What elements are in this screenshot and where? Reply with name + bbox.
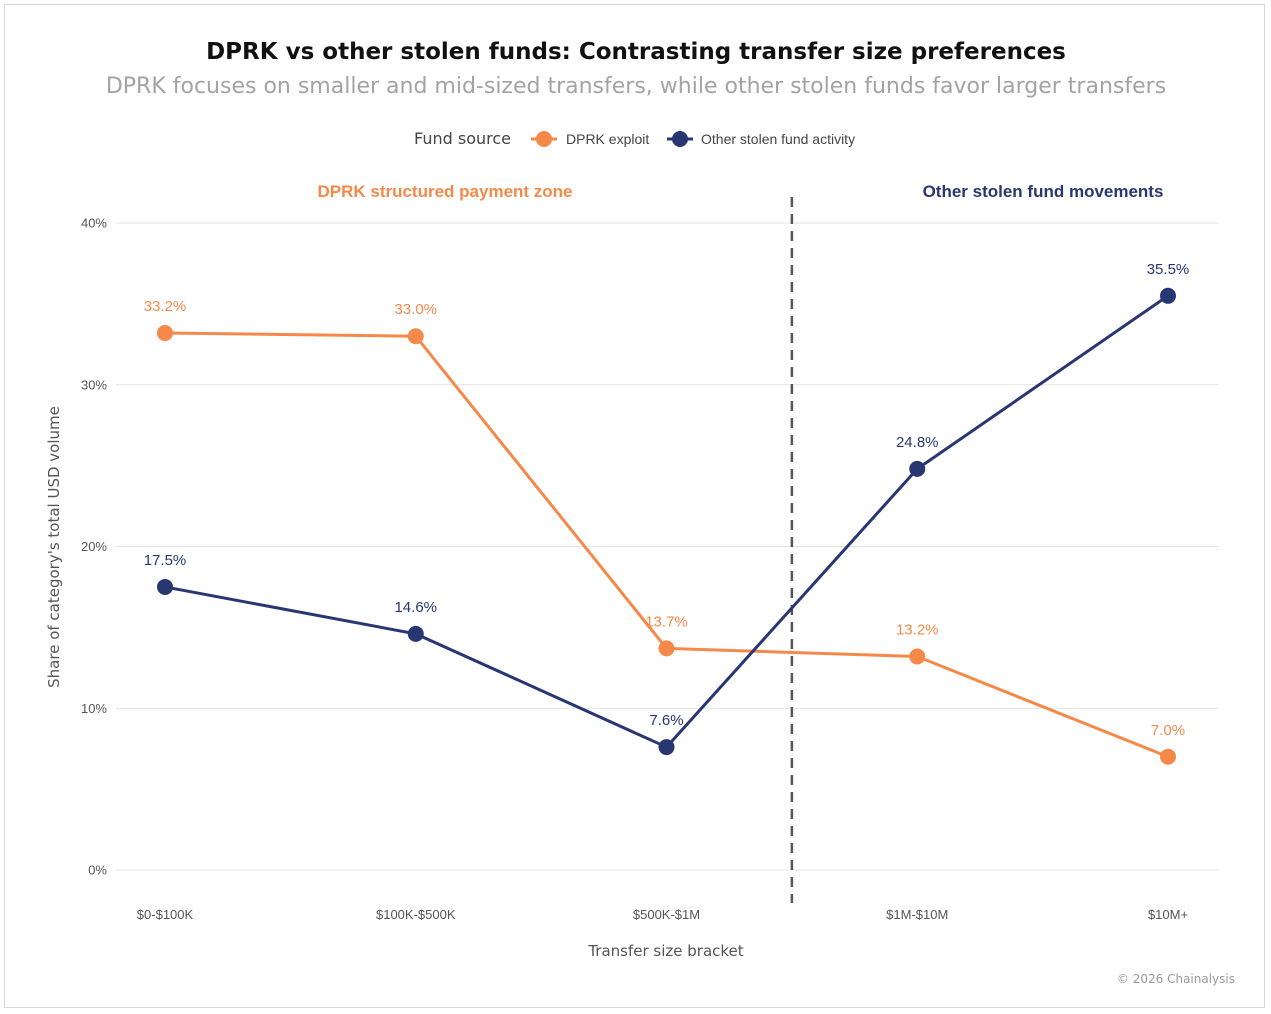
data-label: 33.0% <box>394 301 437 318</box>
x-tick-label: $0-$100K <box>137 907 194 922</box>
series-other: 17.5% 14.6% 7.6% 24.8% 35.5% <box>144 261 1190 756</box>
data-point <box>658 739 675 756</box>
x-tick-label: $10M+ <box>1148 907 1188 922</box>
data-point <box>1160 287 1176 304</box>
legend-title: Fund source <box>414 129 511 148</box>
data-label: 7.0% <box>1151 722 1185 739</box>
legend-label-other: Other stolen fund activity <box>701 131 855 147</box>
data-label: 7.6% <box>649 712 683 729</box>
x-tick-label: $500K-$1M <box>633 907 700 922</box>
data-point <box>157 324 173 341</box>
x-axis-ticks: $0-$100K $100K-$500K $500K-$1M $1M-$10M $10M… <box>137 907 1188 922</box>
zone-label-other: Other stolen fund movements <box>923 182 1164 201</box>
x-axis-title: Transfer size bracket <box>587 942 743 960</box>
data-point <box>658 640 675 657</box>
legend-marker-dprk <box>536 131 552 147</box>
legend-item-other: Other stolen fund activity <box>667 131 855 147</box>
data-label: 13.7% <box>645 613 688 630</box>
y-tick-label: 0% <box>88 863 107 878</box>
legend-marker-other <box>672 131 688 147</box>
copyright-footer: © 2026 Chainalysis <box>1117 972 1235 986</box>
data-point <box>1160 748 1176 765</box>
data-point <box>909 460 926 477</box>
chart-subtitle: DPRK focuses on smaller and mid-sized tr… <box>106 74 1166 99</box>
data-label: 17.5% <box>144 552 187 569</box>
data-label: 13.2% <box>896 621 939 638</box>
series-line <box>164 294 1169 749</box>
data-label: 14.6% <box>394 599 437 616</box>
data-label: 24.8% <box>896 434 939 451</box>
data-label: 33.2% <box>144 298 187 315</box>
y-axis-title: Share of category's total USD volume <box>45 406 63 688</box>
y-tick-label: 20% <box>81 539 107 554</box>
y-tick-label: 10% <box>81 701 107 716</box>
series-dprk: 33.2% 33.0% 13.7% 13.2% 7.0% <box>144 298 1185 765</box>
data-point <box>407 328 424 345</box>
y-tick-label: 30% <box>81 377 107 392</box>
data-point <box>909 648 926 665</box>
x-tick-label: $1M-$10M <box>886 907 948 922</box>
legend: Fund source DPRK exploit Other stolen fu… <box>414 129 855 148</box>
x-tick-label: $100K-$500K <box>376 907 456 922</box>
chart-frame <box>4 4 1265 1008</box>
zone-label-dprk: DPRK structured payment zone <box>317 182 572 201</box>
gridlines <box>116 222 1219 871</box>
legend-label-dprk: DPRK exploit <box>566 131 649 147</box>
chart-title: DPRK vs other stolen funds: Contrasting … <box>206 39 1066 65</box>
data-point <box>407 625 424 642</box>
series-line <box>164 331 1169 759</box>
y-tick-label: 40% <box>81 216 107 231</box>
data-label: 35.5% <box>1147 261 1190 278</box>
legend-item-dprk: DPRK exploit <box>531 131 649 147</box>
data-point <box>157 578 173 595</box>
y-axis-ticks: 0% 10% 20% 30% 40% <box>81 216 107 878</box>
series-group: 33.2% 33.0% 13.7% 13.2% 7.0% 17.5% 14.6% 7.6% 24… <box>144 261 1190 765</box>
